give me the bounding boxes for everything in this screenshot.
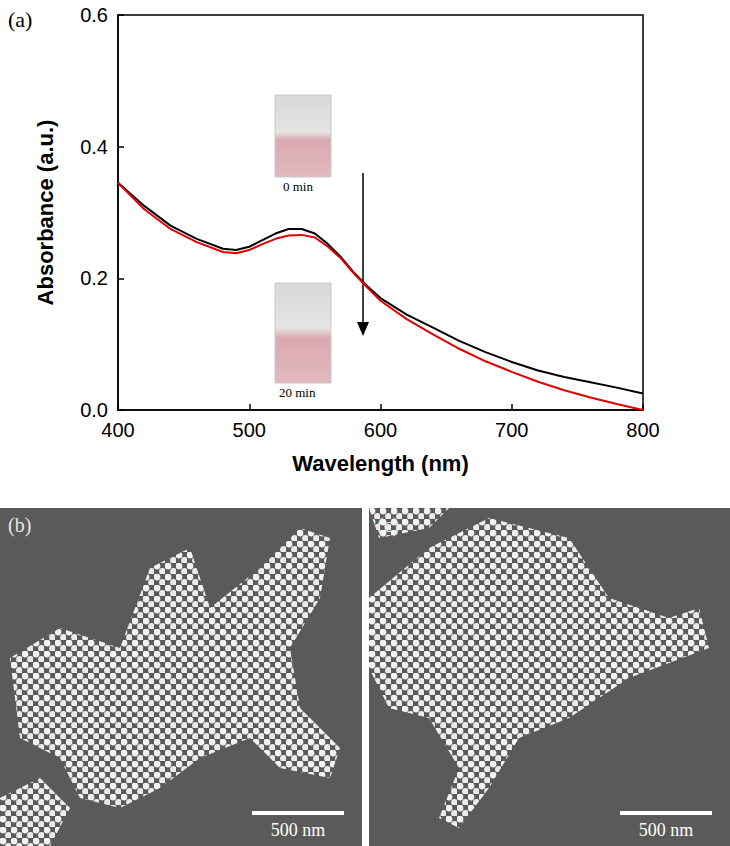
svg-text:(a): (a) bbox=[8, 7, 32, 32]
svg-text:0 min: 0 min bbox=[283, 179, 313, 194]
svg-text:0.2: 0.2 bbox=[80, 267, 108, 289]
svg-text:20 min: 20 min bbox=[279, 385, 316, 400]
svg-text:500 nm: 500 nm bbox=[271, 820, 326, 840]
svg-text:(c): (c) bbox=[377, 514, 399, 537]
svg-text:500 nm: 500 nm bbox=[639, 820, 694, 840]
svg-text:700: 700 bbox=[495, 419, 528, 441]
svg-text:Wavelength (nm): Wavelength (nm) bbox=[292, 451, 468, 476]
svg-text:0.4: 0.4 bbox=[80, 136, 108, 158]
svg-text:0.6: 0.6 bbox=[80, 4, 108, 26]
svg-text:600: 600 bbox=[364, 419, 397, 441]
svg-text:0.0: 0.0 bbox=[80, 399, 108, 421]
svg-text:(b): (b) bbox=[8, 514, 31, 537]
svg-text:500: 500 bbox=[233, 419, 266, 441]
svg-text:800: 800 bbox=[626, 419, 659, 441]
svg-text:400: 400 bbox=[101, 419, 134, 441]
svg-text:Absorbance (a.u.): Absorbance (a.u.) bbox=[33, 120, 58, 306]
